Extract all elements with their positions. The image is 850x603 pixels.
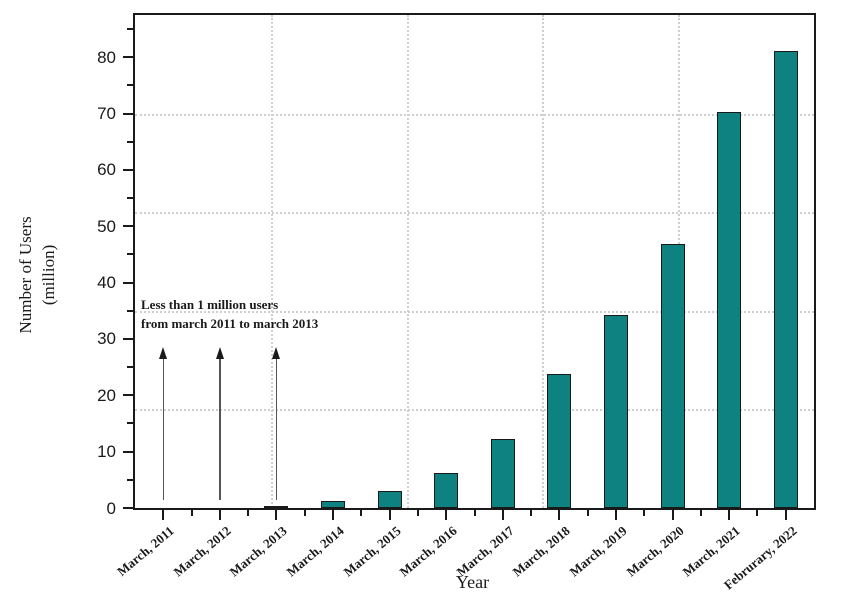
- x-major-tick: [162, 510, 165, 520]
- annotation-arrow-march-2013: [271, 346, 281, 500]
- y-major-tick: [123, 56, 133, 59]
- vertical-gridline: [406, 15, 409, 508]
- y-minor-tick: [127, 28, 133, 31]
- x-minor-tick: [247, 510, 250, 516]
- y-major-tick: [123, 168, 133, 171]
- bar-march-2017: [490, 438, 515, 508]
- bar-march-2014: [321, 501, 346, 508]
- bar-march-2019: [603, 315, 628, 508]
- x-major-tick: [671, 510, 674, 520]
- y-tick-label: 30: [97, 329, 116, 349]
- y-minor-tick: [127, 478, 133, 481]
- x-minor-tick: [756, 510, 759, 516]
- y-minor-tick: [127, 422, 133, 425]
- y-minor-tick: [127, 309, 133, 312]
- x-major-tick: [614, 510, 617, 520]
- x-minor-tick: [416, 510, 419, 516]
- arrow-head-icon: [159, 346, 168, 359]
- x-major-tick: [332, 510, 335, 520]
- bar-march-2018: [547, 374, 572, 508]
- x-minor-tick: [699, 510, 702, 516]
- y-minor-tick: [127, 140, 133, 143]
- plot-area: [133, 13, 816, 510]
- x-major-tick: [388, 510, 391, 520]
- y-tick-label: 70: [97, 104, 116, 124]
- x-major-tick: [445, 510, 448, 520]
- annotation-text: Less than 1 million users from march 201…: [141, 296, 318, 334]
- x-minor-tick: [303, 510, 306, 516]
- x-major-tick: [558, 510, 561, 520]
- x-minor-tick: [530, 510, 533, 516]
- horizontal-gridline: [135, 212, 814, 215]
- y-tick-label: 80: [97, 47, 116, 67]
- horizontal-gridline: [135, 310, 814, 313]
- x-major-tick: [728, 510, 731, 520]
- y-major-tick: [123, 281, 133, 284]
- bar-march-2015: [377, 491, 402, 508]
- y-tick-label: 20: [97, 385, 116, 405]
- y-major-tick: [123, 394, 133, 397]
- y-major-tick: [123, 450, 133, 453]
- bar-februrary-2022: [773, 50, 798, 508]
- x-minor-tick: [643, 510, 646, 516]
- y-tick-label: 10: [97, 442, 116, 462]
- arrow-shaft: [275, 358, 278, 500]
- y-major-tick: [123, 507, 133, 509]
- x-axis-title: Year: [455, 572, 490, 592]
- y-minor-tick: [127, 366, 133, 369]
- arrow-head-icon: [272, 346, 281, 359]
- x-minor-tick: [586, 510, 589, 516]
- y-tick-label: 60: [97, 160, 116, 180]
- arrow-shaft: [219, 358, 221, 500]
- x-major-tick: [275, 510, 278, 520]
- bar-march-2016: [434, 472, 459, 508]
- arrow-shaft: [162, 358, 165, 500]
- bar-march-2013: [264, 506, 289, 508]
- x-minor-tick: [190, 510, 193, 516]
- bar-march-2021: [717, 111, 742, 508]
- x-minor-tick: [473, 510, 476, 516]
- x-major-tick: [501, 510, 504, 520]
- bar-march-2020: [660, 244, 685, 508]
- horizontal-gridline: [135, 409, 814, 412]
- annotation-arrow-march-2011: [158, 346, 168, 500]
- x-minor-tick: [360, 510, 363, 516]
- y-major-tick: [123, 337, 133, 340]
- annotation-line2: from march 2011 to march 2013: [141, 315, 319, 331]
- y-minor-tick: [127, 253, 133, 256]
- y-tick-label: 0: [106, 498, 116, 518]
- vertical-gridline: [270, 15, 273, 508]
- x-major-tick: [218, 510, 221, 520]
- horizontal-gridline: [135, 113, 814, 116]
- y-tick-label: 50: [97, 216, 116, 236]
- vertical-gridline: [542, 15, 545, 508]
- annotation-line1: Less than 1 million users: [141, 297, 279, 312]
- annotation-arrow-march-2012: [215, 346, 225, 500]
- y-minor-tick: [127, 84, 133, 87]
- y-tick-label: 40: [97, 273, 116, 293]
- x-major-tick: [784, 510, 787, 520]
- y-major-tick: [123, 112, 133, 115]
- y-minor-tick: [127, 197, 133, 200]
- y-major-tick: [123, 225, 133, 228]
- arrow-head-icon: [215, 346, 224, 359]
